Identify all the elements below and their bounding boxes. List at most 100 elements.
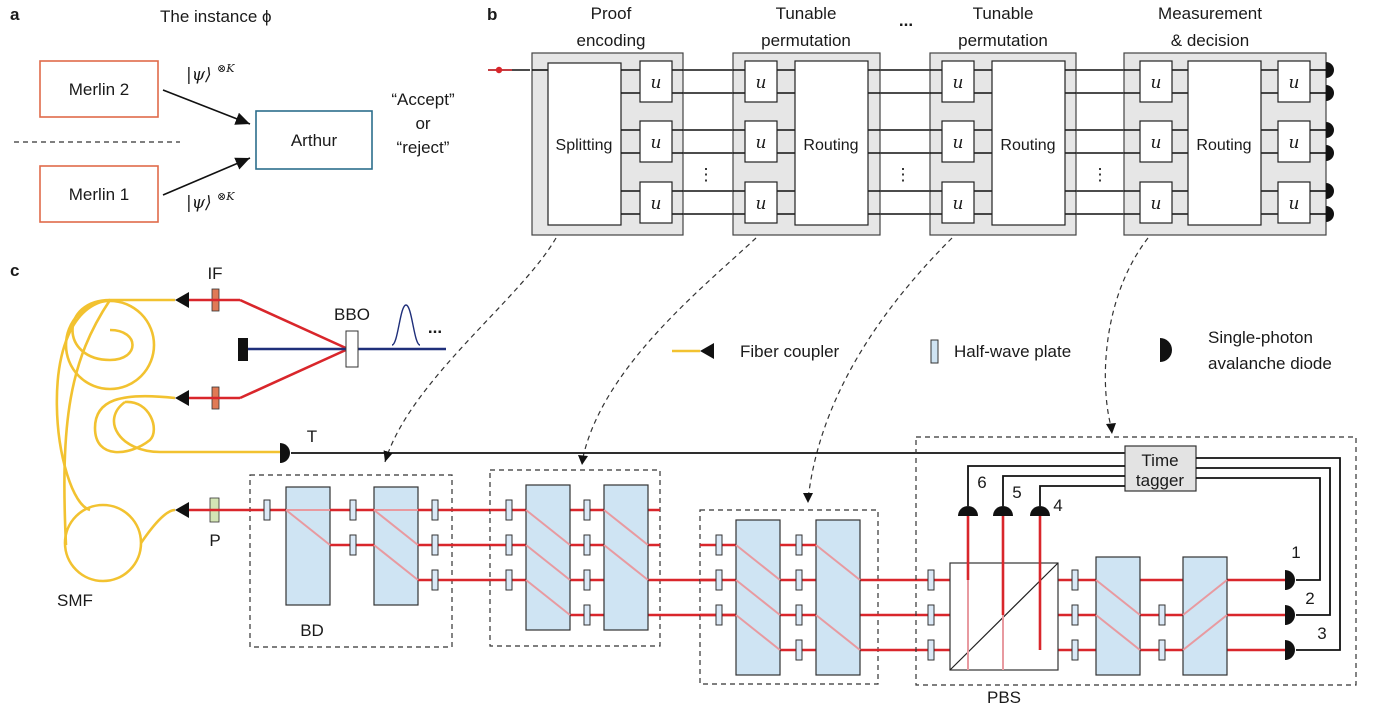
- u-label: u: [1289, 133, 1300, 153]
- merlin1-box: [39, 165, 159, 223]
- stage1-title-line1: Proof: [591, 4, 632, 23]
- module-permutation-2: [699, 509, 930, 685]
- detector-3-number: 3: [1317, 624, 1326, 643]
- beam-displacer: [373, 486, 419, 606]
- u-label: u: [1289, 73, 1300, 93]
- pulse-dots: ...: [428, 318, 442, 337]
- legend-fiber-coupler: Fiber coupler: [740, 342, 840, 361]
- fiber-coupler-icon: [175, 390, 189, 406]
- time-tagger-box: [1124, 445, 1197, 492]
- merlin2-box: [39, 60, 159, 118]
- routing-label: Routing: [1000, 137, 1055, 154]
- stage2-title-line1: Tunable: [776, 4, 837, 23]
- half-wave-plate-icon: [930, 339, 939, 364]
- u-label: u: [756, 133, 767, 153]
- time-tagger-line2: tagger: [1136, 471, 1185, 490]
- stage-tunable-permutation-2: u u u Routing: [929, 52, 1077, 236]
- if-label: IF: [207, 264, 222, 283]
- detector-1-icon: [1285, 570, 1295, 590]
- u-label: u: [1151, 133, 1162, 153]
- module-permutation-1: [489, 469, 736, 647]
- panel-a: a The instance ϕ Merlin 2 Merlin 1 Arthu…: [10, 5, 455, 223]
- u-gate: [639, 60, 673, 103]
- detector-icon: [1326, 122, 1334, 138]
- polarizer-label: P: [209, 531, 220, 550]
- inter-stage-wires: [683, 69, 1124, 215]
- detector-2-icon: [1285, 605, 1295, 625]
- stage3-title-line1: Tunable: [973, 4, 1034, 23]
- half-wave-plate: [263, 499, 271, 521]
- detector-4-number: 4: [1053, 496, 1062, 515]
- bbo-crystal: [345, 330, 359, 368]
- state-top: |ψ⟩: [186, 65, 212, 85]
- stage-ellipsis: ...: [899, 11, 913, 30]
- panel-c-label: c: [10, 261, 19, 280]
- u-label: u: [756, 73, 767, 93]
- legend-half-wave-plate: Half-wave plate: [954, 342, 1071, 361]
- module-measurement: PBS 6 5 4 1 2: [915, 436, 1357, 707]
- vdots: ⋮: [1092, 165, 1109, 184]
- routing-box: [1187, 60, 1262, 226]
- merlin1-label: Merlin 1: [69, 185, 129, 204]
- detector-icon: [1326, 206, 1334, 222]
- stage1-title-line2: encoding: [576, 31, 645, 50]
- u-label: u: [953, 73, 964, 93]
- u-gate: [639, 120, 673, 163]
- detector-icon: [1326, 62, 1334, 78]
- routing-box: [991, 60, 1066, 226]
- stage4-title-line1: Measurement: [1158, 4, 1262, 23]
- detector-icon: [1326, 183, 1334, 199]
- u-label: u: [953, 194, 964, 214]
- splitting-label: Splitting: [556, 137, 613, 154]
- decision-accept: “Accept”: [391, 90, 455, 109]
- panel-b: b Proof encoding Tunable permutation ...…: [487, 4, 1334, 236]
- stage2-title-line2: permutation: [761, 31, 851, 50]
- u-gate: [639, 181, 673, 224]
- mapping-arrows: [383, 237, 1149, 503]
- trigger-detector-icon: [280, 443, 290, 463]
- state-top-sup: ⊗K: [217, 62, 235, 75]
- single-mode-fibers: [55, 298, 280, 583]
- spad-icon: [1160, 338, 1172, 362]
- detector-icon: [1326, 145, 1334, 161]
- decision-reject: “reject”: [397, 138, 450, 157]
- u-label: u: [953, 133, 964, 153]
- vdots: ⋮: [895, 165, 912, 184]
- bbo-label: BBO: [334, 305, 370, 324]
- stage3-title-line2: permutation: [958, 31, 1048, 50]
- u-label: u: [1151, 194, 1162, 214]
- detector-6-icon: [958, 506, 978, 516]
- u-label: u: [756, 194, 767, 214]
- bd-label: BD: [300, 621, 324, 640]
- state-bottom: |ψ⟩: [186, 193, 212, 213]
- routing-box: [794, 60, 869, 226]
- decision-or: or: [415, 114, 430, 133]
- detector-2-number: 2: [1305, 589, 1314, 608]
- routing-label: Routing: [803, 137, 858, 154]
- panel-a-title: The instance ϕ: [160, 7, 272, 26]
- stage-proof-encoding: Splitting u u u: [531, 52, 684, 236]
- vdots: ⋮: [698, 165, 715, 184]
- stage-tunable-permutation-1: u u u Routing: [732, 52, 881, 236]
- module-proof-encoding: BD: [189, 474, 490, 648]
- panel-c: c IF BBO ...: [10, 261, 1357, 707]
- pump-pulse-icon: [391, 304, 421, 346]
- arrow-merlin2-to-arthur: [162, 89, 251, 125]
- legend: Fiber coupler Half-wave plate Single-pho…: [672, 328, 1332, 373]
- trigger-label: T: [307, 427, 317, 446]
- state-bottom-sup: ⊗K: [217, 190, 235, 203]
- smf-label: SMF: [57, 591, 93, 610]
- panel-a-label: a: [10, 5, 20, 24]
- detector-4-icon: [1030, 506, 1050, 516]
- u-label: u: [651, 73, 662, 93]
- stage-measurement-decision: u u u Routing u u u: [1123, 52, 1334, 236]
- fiber-coupler-icon: [175, 502, 189, 518]
- u-label: u: [1289, 194, 1300, 214]
- pbs-label: PBS: [987, 688, 1021, 707]
- beam-dump: [238, 338, 248, 361]
- detector-5-icon: [993, 506, 1013, 516]
- time-tagger-line1: Time: [1141, 451, 1178, 470]
- stage4-title-line2: & decision: [1171, 31, 1249, 50]
- arrow-merlin1-to-arthur: [162, 157, 251, 196]
